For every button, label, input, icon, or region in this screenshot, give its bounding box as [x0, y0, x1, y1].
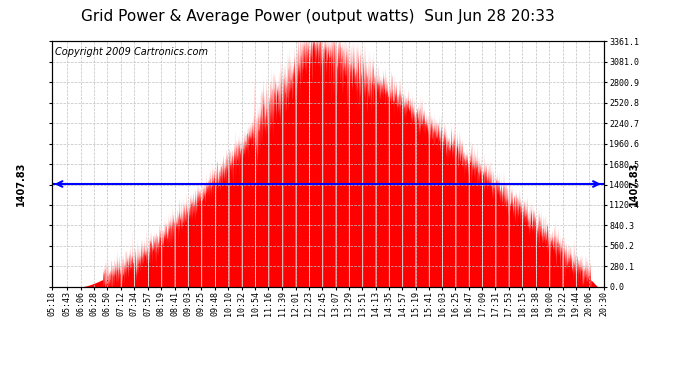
Text: 1407.83: 1407.83 — [17, 162, 26, 206]
Text: Grid Power & Average Power (output watts)  Sun Jun 28 20:33: Grid Power & Average Power (output watts… — [81, 9, 554, 24]
Text: 1407.83: 1407.83 — [629, 162, 639, 206]
Text: Copyright 2009 Cartronics.com: Copyright 2009 Cartronics.com — [55, 47, 208, 57]
